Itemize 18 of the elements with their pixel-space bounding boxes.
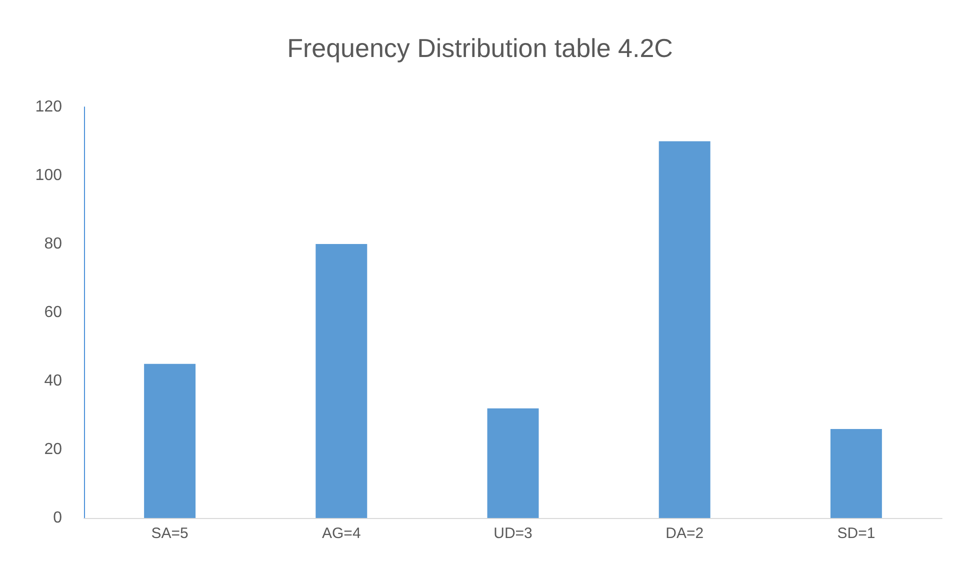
y-tick-label: 0 [53, 510, 62, 526]
y-tick-label: 120 [35, 98, 62, 116]
bar [658, 141, 710, 518]
y-tick-label: 100 [35, 167, 62, 184]
bar [144, 364, 196, 518]
x-tick-label: UD=3 [494, 525, 532, 542]
y-tick-label: 40 [44, 372, 62, 390]
x-tick-label: SA=5 [151, 525, 188, 542]
x-tick-label: SD=1 [837, 525, 876, 542]
y-tick-label: 80 [44, 236, 62, 252]
x-tick-label: DA=2 [666, 525, 704, 542]
y-tick-label: 60 [44, 304, 62, 321]
y-tick-label: 20 [44, 441, 62, 458]
bar [316, 244, 368, 518]
chart-title: Frequency Distribution table 4.2C [287, 33, 673, 63]
bar [830, 428, 882, 518]
x-tick-label: AG=4 [322, 525, 361, 542]
bar [487, 408, 539, 518]
